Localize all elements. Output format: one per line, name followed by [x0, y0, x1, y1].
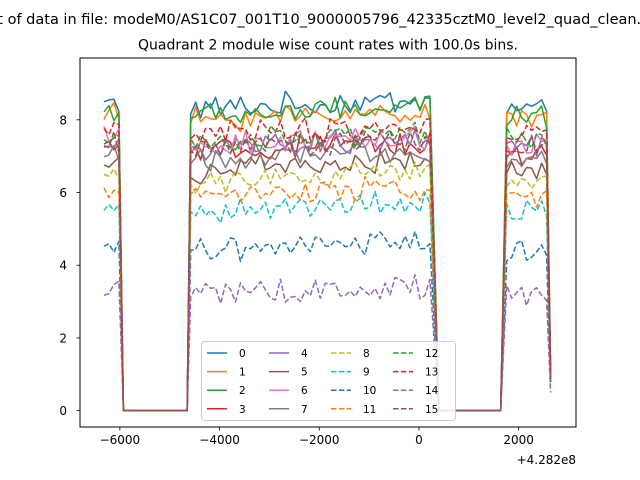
plot-frame — [79, 57, 577, 428]
legend-label: 4 — [301, 348, 308, 360]
x-tick-label: −4000 — [199, 433, 240, 447]
y-tick-label: 4 — [59, 259, 67, 273]
y-tick-label: 2 — [59, 331, 67, 345]
legend-label: 1 — [239, 367, 246, 379]
chart-title: Quadrant 2 module wise count rates with … — [138, 38, 518, 54]
chart-suptitle: Plot of data in file: modeM0/AS1C07_001T… — [0, 12, 640, 28]
legend-label: 14 — [425, 385, 439, 397]
legend-label: 10 — [363, 385, 376, 397]
y-tick-label: 0 — [59, 404, 67, 418]
legend-label: 6 — [301, 385, 308, 397]
x-axis: −6000 −4000 −2000 0 2000 — [100, 427, 534, 447]
legend-label: 8 — [363, 348, 370, 360]
x-offset-label: +4.282e8 — [517, 453, 576, 467]
legend-label: 0 — [239, 348, 246, 360]
y-axis: 0 2 4 6 8 — [59, 113, 80, 418]
x-tick-label: 2000 — [503, 433, 534, 447]
series-line-8 — [103, 161, 552, 412]
y-tick-label: 6 — [59, 186, 67, 200]
legend-label: 2 — [239, 385, 246, 397]
legend-label: 9 — [363, 367, 370, 379]
legend-label: 5 — [301, 367, 308, 379]
legend-label: 15 — [425, 404, 438, 416]
x-tick-label: −2000 — [299, 433, 340, 447]
y-tick-label: 8 — [59, 113, 67, 127]
x-tick-label: 0 — [415, 433, 423, 447]
legend-frame — [201, 341, 456, 421]
legend-label: 7 — [301, 404, 308, 416]
legend-label: 13 — [425, 367, 438, 379]
legend-label: 3 — [239, 404, 246, 416]
legend-label: 12 — [425, 348, 438, 360]
x-tick-label: −6000 — [100, 433, 141, 447]
legend-label: 11 — [363, 404, 376, 416]
